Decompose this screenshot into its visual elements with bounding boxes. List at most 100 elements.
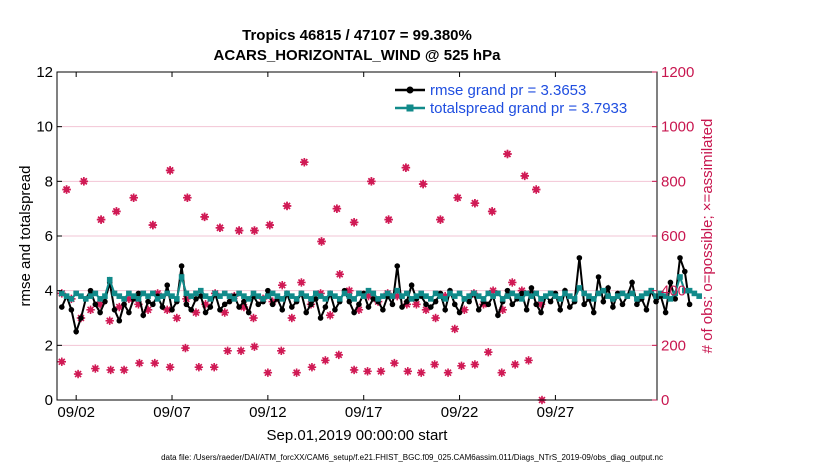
rmse-point [681, 268, 688, 275]
totalspread-point [485, 290, 492, 297]
x-tick-label: 09/17 [345, 404, 383, 421]
obs-marker-core [121, 367, 127, 373]
rmse-point [279, 307, 286, 313]
obs-count-point [282, 201, 292, 211]
obs-marker-core [500, 307, 506, 313]
obs-count-point [450, 324, 459, 334]
obs-marker-core [174, 315, 180, 321]
totalspread-point [533, 290, 540, 297]
totalspread-point [418, 290, 425, 297]
totalspread-point [135, 296, 142, 302]
legend-rmse-label: rmse grand pr = 3.3653 [430, 82, 586, 99]
obs-count-point [263, 368, 273, 377]
obs-count-point [300, 158, 309, 167]
totalspread-point [519, 296, 525, 302]
obs-marker-core [75, 371, 81, 377]
totalspread-point [691, 290, 698, 297]
rmse-point [126, 309, 132, 316]
obs-count-point [297, 278, 306, 287]
obs-count-point [401, 163, 411, 172]
legend-spread-label: totalspread grand pr = 3.7933 [430, 100, 627, 117]
legend-rmse-marker [406, 86, 414, 94]
rmse-point [159, 304, 166, 310]
totalspread-point [456, 290, 463, 297]
totalspread-point [226, 293, 233, 299]
totalspread-point [183, 290, 190, 297]
rmse-point [332, 307, 338, 313]
obs-marker-core [509, 279, 515, 286]
totalspread-point [78, 293, 84, 299]
obs-marker-core [452, 326, 458, 332]
rmse-point [312, 296, 319, 302]
obs-marker-core [298, 279, 305, 286]
rmse-point [408, 282, 415, 289]
rmse-point [221, 301, 228, 308]
obs-marker-core [211, 364, 217, 370]
obs-count-point [520, 171, 529, 181]
obs-marker-core [472, 361, 478, 368]
obs-marker-core [351, 367, 357, 373]
obs-count-point [250, 342, 259, 351]
totalspread-point [150, 290, 156, 297]
totalspread-point [619, 290, 626, 297]
totalspread-point [308, 296, 314, 302]
rmse-point [289, 304, 295, 310]
obs-marker-core [378, 368, 384, 374]
obs-marker-core [351, 219, 357, 225]
obs-marker-core [437, 217, 443, 223]
obs-count-point [376, 367, 386, 376]
totalspread-point [174, 296, 180, 302]
rmse-point [178, 263, 185, 269]
y-axis-label-left: rmse and totalspread [17, 166, 34, 307]
totalspread-point [543, 293, 549, 299]
rmse-point [605, 285, 611, 291]
obs-marker-core [59, 359, 65, 365]
rmse-point [662, 309, 669, 316]
totalspread-point [58, 290, 65, 297]
totalspread-point [188, 293, 194, 299]
totalspread-point [686, 287, 693, 294]
rmse-point [116, 317, 123, 324]
totalspread-point [576, 285, 583, 291]
rmse-point [509, 301, 516, 308]
rmse-point [269, 301, 276, 308]
rmse-point [432, 298, 439, 305]
data-layer [57, 149, 702, 405]
obs-marker-core [472, 200, 478, 206]
rmse-point [255, 301, 262, 308]
obs-marker-core [485, 349, 491, 355]
legend-spread-marker [406, 104, 414, 112]
left-tick-label: 10 [36, 119, 53, 136]
obs-count-point [86, 305, 95, 314]
obs-marker-core [126, 296, 132, 302]
obs-count-point [277, 346, 286, 355]
totalspread-point [212, 290, 218, 297]
totalspread-point [466, 293, 472, 299]
rmse-point [351, 309, 357, 316]
obs-count-point [497, 368, 506, 377]
totalspread-point [384, 290, 391, 297]
obs-marker-core [136, 360, 143, 366]
totalspread-point [413, 293, 420, 299]
obs-marker-core [131, 195, 137, 201]
totalspread-point [265, 293, 271, 299]
totalspread-point [336, 296, 343, 302]
totalspread-point [538, 296, 544, 302]
totalspread-point [111, 290, 118, 297]
totalspread-point [667, 296, 674, 302]
obs-count-point [321, 356, 330, 365]
totalspread-point [221, 290, 228, 297]
x-tick-label: 09/22 [441, 404, 479, 421]
totalspread-point [217, 293, 223, 299]
obs-marker-core [405, 368, 411, 374]
rmse-point [547, 298, 554, 305]
totalspread-point [658, 290, 664, 297]
rmse-point [188, 307, 194, 313]
rmse-point [236, 304, 242, 310]
obs-count-point [367, 177, 376, 186]
obs-count-point [183, 193, 192, 202]
obs-marker-core [461, 307, 467, 313]
right-tick-label: 200 [661, 337, 686, 354]
obs-count-point [62, 185, 71, 194]
rmse-point [245, 309, 252, 316]
